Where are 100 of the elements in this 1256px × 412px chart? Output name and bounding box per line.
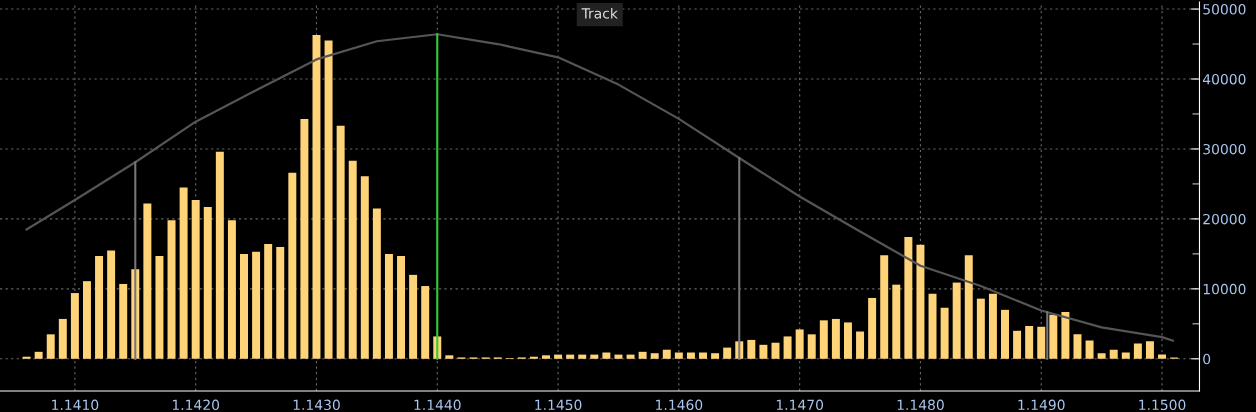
bar [554,354,563,359]
bar [143,203,152,359]
x-tick-label: 1.1440 [414,399,461,411]
bar [856,331,865,359]
y-tick-label: 30000 [1203,143,1246,155]
bar [324,40,333,359]
bar [783,336,792,359]
x-tick-label: 1.1460 [656,399,703,411]
bar [590,354,599,359]
bar [360,176,369,359]
bar [95,255,104,359]
bar [22,356,31,359]
bar [614,354,623,359]
bar [107,250,116,359]
bar [928,293,937,359]
bar [240,253,248,359]
bar [1037,326,1046,359]
bar [807,334,816,359]
bar [409,274,418,359]
bar [34,351,43,359]
bar [397,255,406,359]
bar [723,347,732,359]
bar [529,356,538,359]
bar [288,172,297,359]
bar [276,246,285,359]
bar [964,255,973,359]
y-tick-label: 10000 [1203,283,1246,295]
bar [70,293,79,359]
bar [542,355,550,359]
bar [264,244,273,359]
bar [1073,334,1082,359]
bar [638,351,647,359]
bar [674,352,683,359]
bar [831,318,840,359]
bar [1049,314,1058,359]
bar [58,318,67,359]
x-tick-label: 1.1480 [897,399,944,411]
bar [880,255,889,359]
bar [988,293,997,359]
bar [46,334,55,359]
bar [819,320,828,359]
x-tick-label: 1.1410 [52,399,99,411]
bar [252,251,261,359]
bar [300,118,309,359]
bar [445,355,454,359]
bar [699,352,707,359]
bar [711,353,720,359]
bar [1097,353,1106,359]
bar [312,34,321,359]
bar [372,208,381,359]
bar [384,253,393,359]
bar [892,284,901,359]
bar [843,322,852,359]
line-series [25,33,1175,342]
bar [1085,340,1094,359]
bar [1025,325,1034,359]
bar [1158,354,1167,359]
bar [940,307,949,359]
annotation: Track [581,7,618,19]
bar [1109,349,1118,359]
bar [348,160,357,359]
bar [868,297,877,359]
bar [976,298,985,359]
bar [602,352,611,359]
bar [421,286,430,359]
x-tick-label: 1.1430 [293,399,340,411]
bar [1145,341,1154,359]
bar [916,244,925,359]
bar [191,200,200,359]
bar [1013,330,1022,359]
y-tick-label: 50000 [1203,4,1246,15]
bar [179,187,188,359]
bar [227,220,236,359]
bar [167,220,176,359]
x-tick-label: 1.1470 [776,399,824,411]
y-tick-label: 40000 [1202,73,1246,85]
bar [650,353,659,359]
bar [759,344,768,359]
bar [578,354,587,359]
x-tick-label: 1.1420 [172,399,220,411]
bar [336,125,345,359]
bar [952,282,961,359]
bar [1061,311,1070,359]
bar [1001,309,1009,359]
bar [662,349,671,359]
bar [82,281,91,359]
bar [1121,352,1130,359]
bar [686,352,695,359]
bar [203,207,212,359]
bar [566,354,575,359]
bar [215,151,224,359]
bar [119,283,128,359]
x-tick-label: 1.1490 [1018,399,1065,411]
bar [904,237,913,359]
bar [155,255,164,359]
bar [626,354,635,359]
x-tick-label: 1.1450 [535,399,582,411]
y-tick-label: 0 [1203,353,1211,365]
bar [795,329,804,359]
bar [1133,343,1142,359]
